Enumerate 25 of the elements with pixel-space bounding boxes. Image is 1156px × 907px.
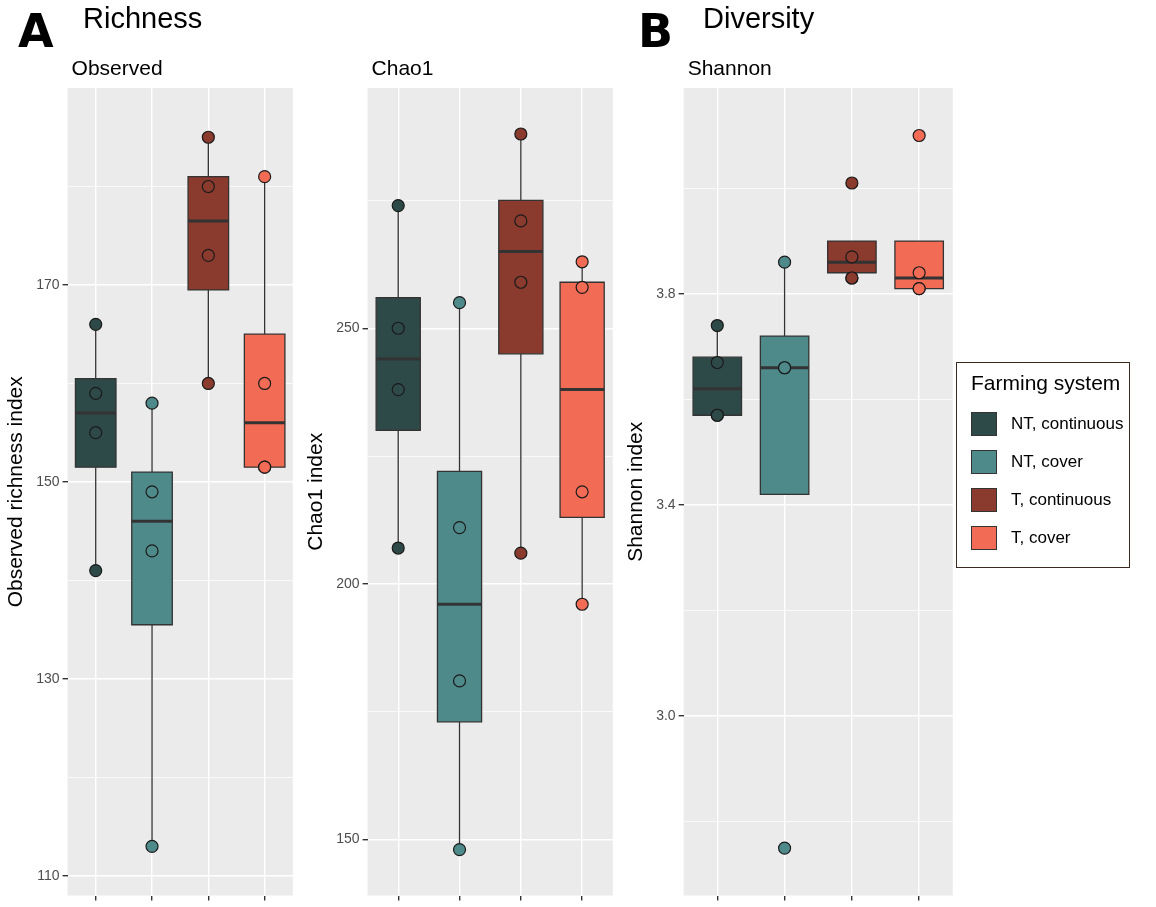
y-tick-label: 3.8 bbox=[656, 284, 676, 301]
y-tick-label: 150 bbox=[336, 830, 360, 847]
legend-label: NT, cover bbox=[1011, 452, 1083, 472]
chart-title: Observed bbox=[71, 56, 163, 80]
y-tick-label: 150 bbox=[36, 472, 60, 489]
legend-label: NT, continuous bbox=[1011, 414, 1124, 434]
chart-title: Shannon bbox=[687, 56, 772, 80]
y-tick-label: 110 bbox=[37, 866, 60, 883]
y-tick-label: 170 bbox=[36, 275, 60, 292]
text: B bbox=[638, 4, 674, 58]
chart-title: Chao1 bbox=[371, 56, 434, 80]
y-tick-label: 250 bbox=[336, 319, 360, 336]
y-tick-label: 3.4 bbox=[656, 495, 676, 512]
text: A bbox=[18, 4, 54, 58]
legend-title: Farming system bbox=[971, 371, 1122, 395]
y-axis-title: Observed richness index bbox=[3, 375, 27, 608]
y-tick-label: 200 bbox=[336, 574, 360, 591]
y-tick-label: 3.0 bbox=[656, 706, 676, 723]
y-tick-label: 130 bbox=[36, 669, 60, 686]
text: Richness bbox=[83, 2, 203, 35]
legend-label: T, continuous bbox=[1011, 490, 1112, 510]
y-axis-title: Chao1 index bbox=[303, 432, 327, 551]
y-axis-title: Shannon index bbox=[623, 421, 647, 562]
text: Diversity bbox=[703, 2, 815, 35]
legend-label: T, cover bbox=[1011, 528, 1071, 548]
